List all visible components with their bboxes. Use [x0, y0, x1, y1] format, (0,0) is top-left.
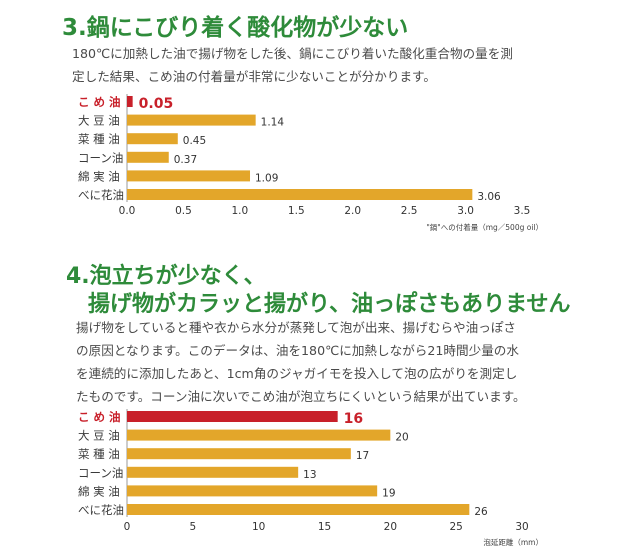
- section2-title-line1: 4.泡立ちが少なく、: [66, 264, 266, 289]
- bar: [127, 170, 251, 182]
- x-tick-label: 3.0: [457, 205, 474, 217]
- value-label: 1.09: [255, 172, 278, 184]
- x-tick-label: 30: [515, 521, 528, 533]
- category-label: コーン油: [78, 151, 123, 165]
- value-label: 17: [356, 450, 369, 462]
- value-label: 0.45: [183, 135, 206, 147]
- value-label: 16: [344, 411, 363, 427]
- section1-paragraph: 180℃に加熱した油で揚げ物をした後、鍋にこびり着いた酸化重合物の量を測 定した…: [72, 42, 513, 88]
- x-axis-label: "鍋"への付着量（mg／500g oil）: [426, 222, 543, 232]
- bar: [127, 504, 470, 515]
- section1-para-line: 定した結果、こめ油の付着量が非常に少ないことが分かります。: [72, 69, 436, 84]
- category-label: 菜 種 油: [78, 447, 120, 461]
- bar: [127, 485, 378, 497]
- bar: [127, 466, 299, 478]
- bar: [127, 96, 133, 107]
- bar: [127, 133, 178, 145]
- value-label: 20: [395, 432, 408, 444]
- x-tick-label: 1.0: [232, 205, 249, 217]
- bar: [127, 189, 473, 200]
- value-label: 3.06: [477, 191, 501, 203]
- bar: [127, 114, 256, 126]
- x-tick-label: 0.0: [119, 205, 136, 217]
- section2-paragraph: 揚げ物をしていると種や衣から水分が蒸発して泡が出来、揚げむらや油っぽさ の原因と…: [76, 316, 526, 408]
- value-label: 0.05: [139, 96, 174, 112]
- x-tick-label: 1.5: [288, 205, 305, 217]
- bar: [127, 448, 351, 460]
- category-label: こ め 油: [78, 95, 121, 109]
- x-tick-label: 3.5: [514, 205, 531, 217]
- section2-para-line: を連続的に添加したあと、1cm角のジャガイモを投入して泡の広がりを測定し: [76, 366, 518, 381]
- category-label: 菜 種 油: [78, 132, 120, 146]
- x-tick-label: 25: [449, 521, 462, 533]
- x-tick-label: 15: [318, 521, 331, 533]
- bar: [127, 429, 391, 441]
- x-axis-label: 泡延距離（mm）: [483, 537, 543, 547]
- category-label: べに花油: [78, 503, 124, 517]
- section2-para-line: の原因となります。このデータは、油を180℃に加熱しながら21時間少量の水: [76, 343, 519, 358]
- x-tick-label: 0: [124, 521, 131, 533]
- value-label: 13: [303, 469, 316, 481]
- section1-para-line: 180℃に加熱した油で揚げ物をした後、鍋にこびり着いた酸化重合物の量を測: [72, 46, 513, 61]
- category-label: べに花油: [78, 188, 124, 202]
- x-tick-label: 5: [189, 521, 196, 533]
- bar: [127, 411, 338, 422]
- section2-para-line: 揚げ物をしていると種や衣から水分が蒸発して泡が出来、揚げむらや油っぽさ: [76, 320, 517, 335]
- value-label: 1.14: [261, 117, 285, 129]
- x-tick-label: 20: [384, 521, 397, 533]
- bar: [127, 151, 169, 163]
- value-label: 26: [474, 506, 488, 518]
- category-label: こ め 油: [78, 410, 121, 424]
- value-label: 19: [382, 487, 395, 499]
- x-tick-label: 10: [252, 521, 265, 533]
- category-label: 大 豆 油: [78, 429, 120, 443]
- category-label: 大 豆 油: [78, 114, 120, 128]
- x-tick-label: 2.5: [401, 205, 418, 217]
- section2-para-line: たものです。コーン油に次いでこめ油が泡立ちにくいという結果が出ています。: [76, 389, 526, 404]
- section1-title: 3.鍋にこびり着く酸化物が少ない: [62, 15, 409, 41]
- category-label: 綿 実 油: [78, 484, 120, 498]
- x-tick-label: 0.5: [175, 205, 192, 217]
- category-label: コーン油: [78, 466, 123, 480]
- value-label: 0.37: [174, 154, 197, 166]
- category-label: 綿 実 油: [78, 169, 120, 183]
- section2-title-line2: 揚げ物がカラッと揚がり、油っぽさもありません: [88, 292, 571, 317]
- x-tick-label: 2.0: [344, 205, 361, 217]
